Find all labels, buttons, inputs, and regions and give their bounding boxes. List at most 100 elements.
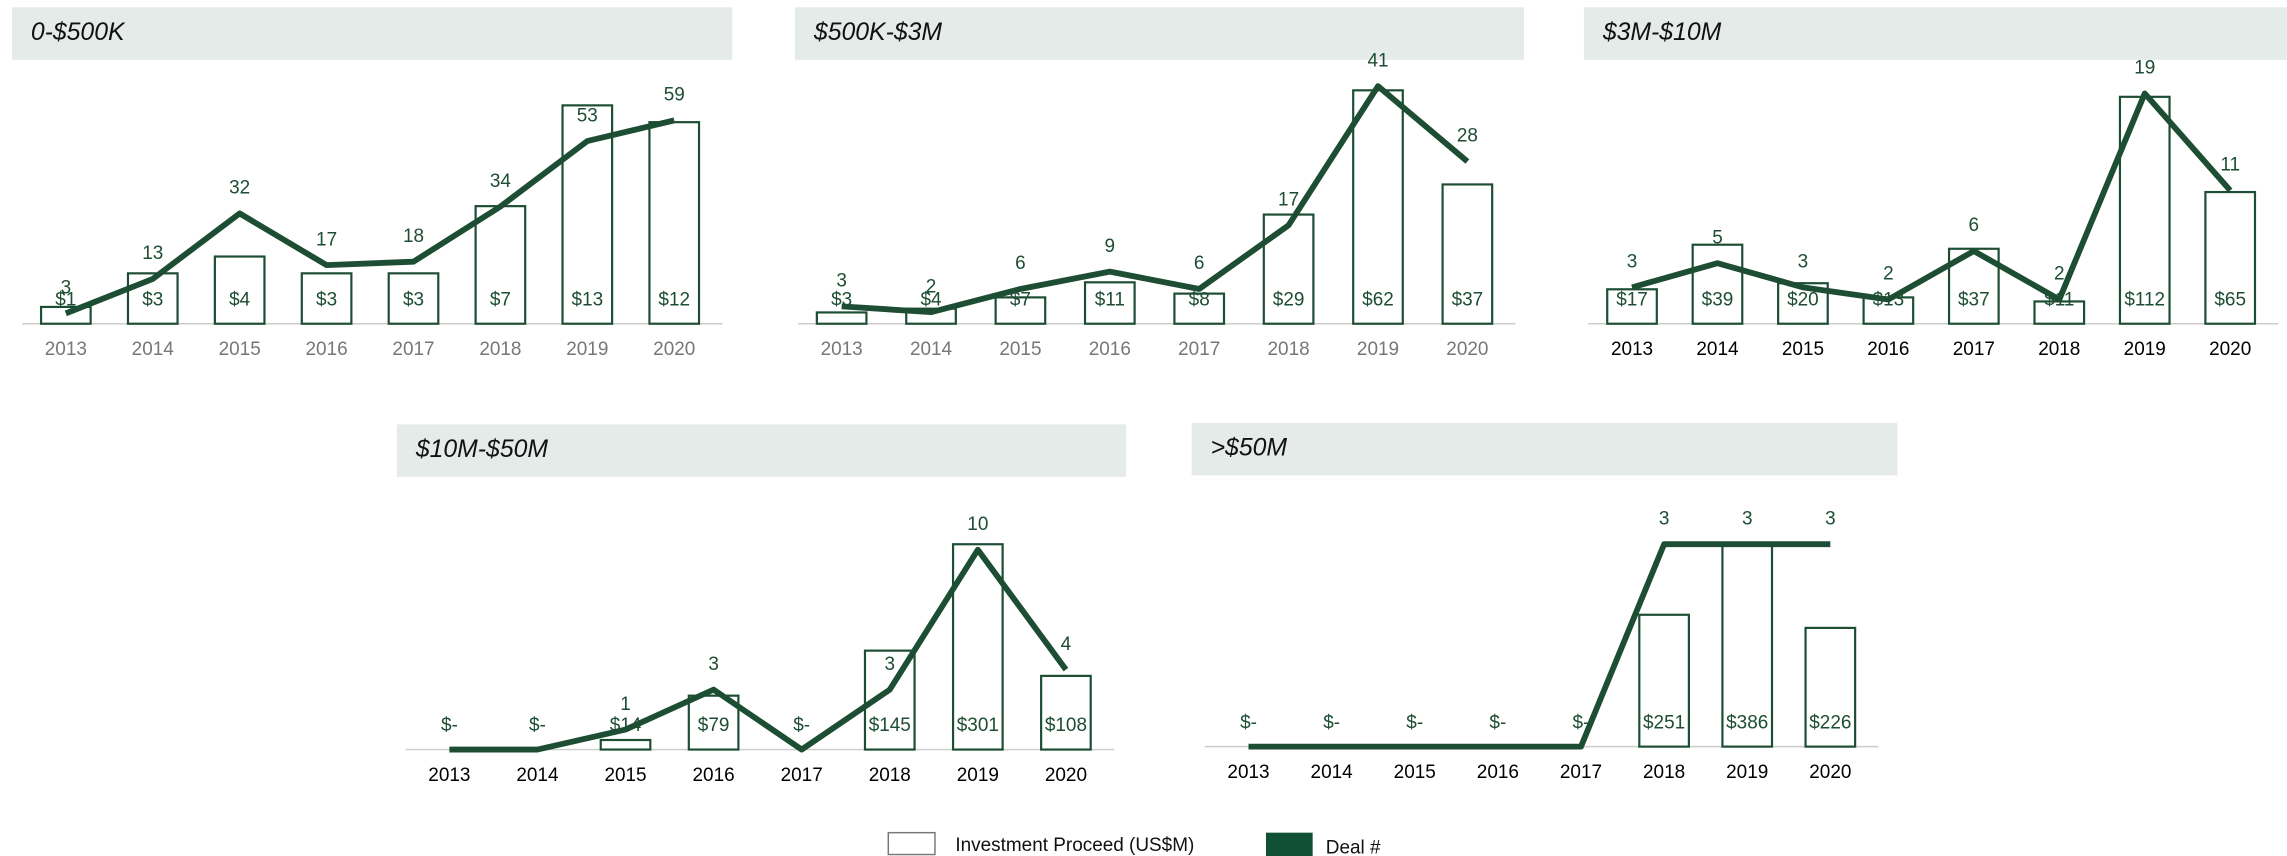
deal-value-label: 59 bbox=[664, 85, 685, 106]
bar-value-label: $- bbox=[1323, 712, 1340, 733]
deal-value-label: 3 bbox=[836, 271, 847, 292]
deal-value-label: 10 bbox=[967, 514, 988, 535]
deal-line bbox=[64, 117, 675, 317]
deal-value-label: 6 bbox=[1194, 253, 1205, 274]
bar-value-label: $- bbox=[793, 715, 810, 736]
bar bbox=[474, 205, 527, 325]
bar-value-label: $39 bbox=[1702, 289, 1734, 310]
x-tick-label: 2017 bbox=[1953, 339, 1995, 360]
x-tick-label: 2013 bbox=[821, 339, 863, 360]
x-tick-label: 2019 bbox=[2124, 339, 2166, 360]
deal-line bbox=[1248, 541, 1831, 750]
bar-value-label: $108 bbox=[1045, 715, 1087, 736]
x-tick-label: 2014 bbox=[516, 765, 558, 786]
deal-value-label: 4 bbox=[1061, 634, 1072, 655]
bar-value-label: $301 bbox=[957, 715, 999, 736]
x-tick-label: 2016 bbox=[1477, 762, 1519, 783]
bar-value-label: $17 bbox=[1616, 289, 1648, 310]
x-tick-label: 2015 bbox=[604, 765, 646, 786]
x-tick-label: 2013 bbox=[1227, 762, 1269, 783]
bar-value-label: $7 bbox=[490, 289, 511, 310]
x-tick-label: 2020 bbox=[1045, 765, 1087, 786]
bar bbox=[1804, 626, 1857, 748]
x-tick-label: 2018 bbox=[1643, 762, 1685, 783]
deal-value-label: 2 bbox=[926, 276, 937, 297]
x-tick-label: 2020 bbox=[1809, 762, 1851, 783]
deal-value-label: 5 bbox=[1712, 227, 1723, 248]
x-tick-label: 2015 bbox=[1782, 339, 1824, 360]
deal-value-label: 3 bbox=[1798, 252, 1809, 273]
x-tick-label: 2015 bbox=[219, 339, 261, 360]
deal-value-label: 17 bbox=[1278, 189, 1299, 210]
bar bbox=[1173, 292, 1226, 325]
bar-value-label: $3 bbox=[403, 289, 424, 310]
bar-value-label: $226 bbox=[1809, 712, 1851, 733]
deal-line bbox=[841, 83, 1470, 316]
bar-value-label: $- bbox=[529, 715, 546, 736]
deal-value-label: 32 bbox=[229, 178, 250, 199]
bar-value-label: $4 bbox=[229, 289, 250, 310]
x-tick-label: 2017 bbox=[392, 339, 434, 360]
deal-value-label: 17 bbox=[316, 229, 337, 250]
bar bbox=[1262, 213, 1315, 325]
chart-header bbox=[1583, 7, 2287, 60]
bar bbox=[2204, 190, 2257, 325]
deal-value-label: 2 bbox=[1883, 264, 1894, 285]
deal-value-label: 19 bbox=[2134, 58, 2155, 79]
chart-title: $500K-$3M bbox=[813, 19, 942, 46]
deal-value-label: 3 bbox=[61, 278, 72, 299]
bar bbox=[1606, 288, 1658, 325]
chart-header bbox=[1191, 422, 1898, 476]
deal-value-label: 6 bbox=[1969, 215, 1980, 236]
bar-value-label: $251 bbox=[1643, 712, 1685, 733]
bar bbox=[1638, 613, 1690, 748]
x-tick-label: 2014 bbox=[910, 339, 952, 360]
deal-value-label: 3 bbox=[1627, 252, 1638, 273]
x-tick-label: 2015 bbox=[999, 339, 1041, 360]
deal-line bbox=[1631, 90, 2233, 303]
bar-value-label: $- bbox=[1240, 712, 1257, 733]
bar-value-label: $8 bbox=[1189, 289, 1210, 310]
bar-value-label: $- bbox=[1489, 712, 1506, 733]
deal-line bbox=[449, 546, 1069, 753]
bar bbox=[300, 272, 353, 325]
x-tick-label: 2017 bbox=[781, 765, 823, 786]
bar bbox=[1691, 243, 1744, 325]
x-tick-label: 2018 bbox=[869, 765, 911, 786]
bar-value-label: $3 bbox=[316, 289, 337, 310]
x-tick-label: 2014 bbox=[1696, 339, 1738, 360]
legend-label: Deal # bbox=[1326, 838, 1381, 856]
bar-value-label: $62 bbox=[1362, 289, 1394, 310]
x-tick-label: 2016 bbox=[306, 339, 348, 360]
legend-swatch bbox=[1265, 832, 1313, 856]
bar bbox=[648, 121, 701, 325]
bar-value-label: $1 bbox=[55, 289, 76, 310]
deal-value-label: 13 bbox=[142, 243, 163, 264]
x-tick-label: 2014 bbox=[1311, 762, 1353, 783]
x-tick-label: 2019 bbox=[1357, 339, 1399, 360]
deal-value-label: 9 bbox=[1105, 236, 1116, 257]
bar bbox=[599, 738, 652, 751]
x-tick-label: 2013 bbox=[1611, 339, 1653, 360]
chart-title: >$50M bbox=[1211, 435, 1288, 462]
deal-value-label: 3 bbox=[1659, 508, 1670, 529]
x-tick-label: 2015 bbox=[1394, 762, 1436, 783]
bar-value-label: $65 bbox=[2214, 289, 2246, 310]
deal-value-label: 6 bbox=[1015, 253, 1026, 274]
deal-value-label: 34 bbox=[490, 171, 511, 192]
chart-header bbox=[396, 424, 1127, 477]
legend-label: Investment Proceed (US$M) bbox=[955, 835, 1194, 856]
x-tick-label: 2019 bbox=[1726, 762, 1768, 783]
deal-value-label: 3 bbox=[1742, 508, 1753, 529]
x-tick-label: 2019 bbox=[566, 339, 608, 360]
bar bbox=[1352, 89, 1404, 325]
x-tick-label: 2013 bbox=[428, 765, 470, 786]
bar bbox=[994, 296, 1047, 325]
bar-value-label: $- bbox=[1573, 712, 1590, 733]
bar bbox=[1083, 281, 1136, 325]
deal-value-label: 3 bbox=[708, 654, 719, 675]
x-tick-label: 2018 bbox=[1268, 339, 1310, 360]
bar bbox=[815, 311, 868, 325]
